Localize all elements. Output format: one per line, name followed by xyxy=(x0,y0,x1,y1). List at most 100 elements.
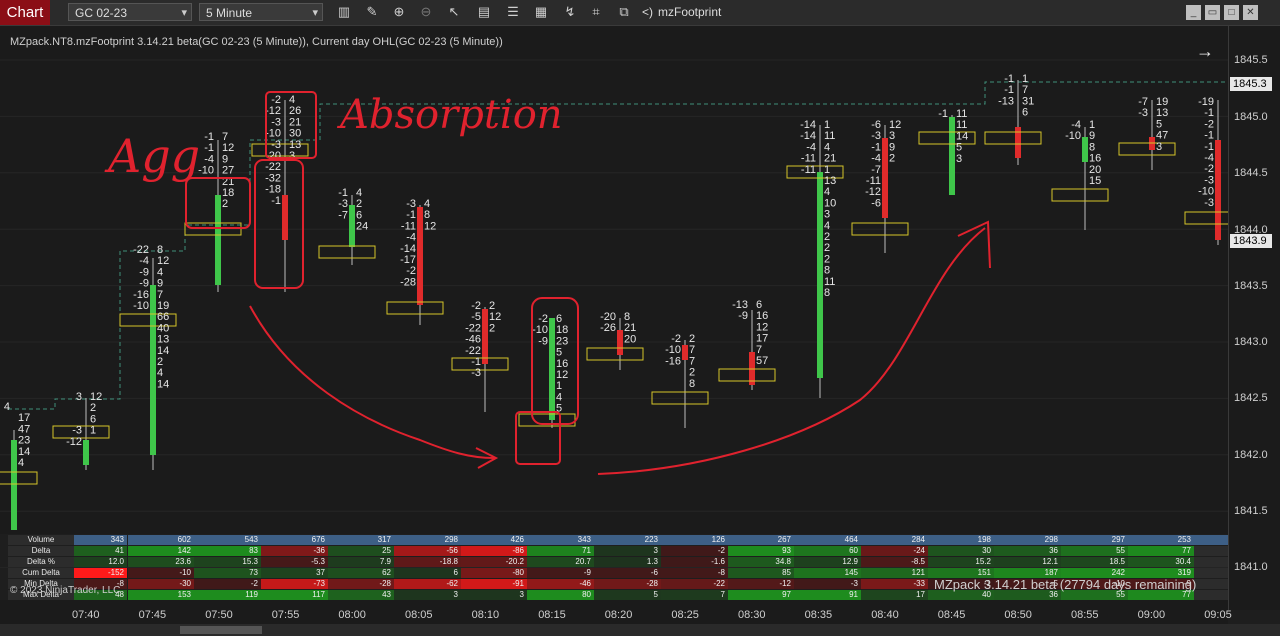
ask-volume: 1 xyxy=(824,119,830,131)
bid-volume: -4 xyxy=(1071,119,1081,131)
stats-cell: -6 xyxy=(594,568,661,578)
interval-value: 5 Minute xyxy=(206,6,253,20)
annotation-box xyxy=(185,177,251,229)
indicators-icon[interactable]: ⌗ xyxy=(592,4,600,19)
ask-volume: 3 xyxy=(289,150,295,162)
bid-volume: -22 xyxy=(265,161,281,173)
ask-volume: 57 xyxy=(756,355,768,367)
stats-cell: 60 xyxy=(794,546,861,556)
stats-cell: 284 xyxy=(861,535,928,545)
ask-volume: 5 xyxy=(956,142,962,154)
ask-volume: 12 xyxy=(222,142,234,154)
ask-volume: 21 xyxy=(824,153,836,165)
minimize-button[interactable]: _ xyxy=(1186,5,1201,20)
bid-volume: -1 xyxy=(406,209,416,221)
horizontal-scrollbar[interactable] xyxy=(0,624,1280,636)
ask-volume: 7 xyxy=(222,131,228,143)
bid-volume: -2 xyxy=(1204,163,1214,175)
time-tick: 08:40 xyxy=(871,609,899,621)
bid-volume: -4 xyxy=(871,153,881,165)
candle-body xyxy=(682,345,688,360)
bid-volume: -1 xyxy=(204,131,214,143)
ask-volume: 5 xyxy=(556,403,562,415)
right-arrow-icon[interactable]: → xyxy=(1196,41,1214,61)
annotation-arrow xyxy=(597,227,986,475)
bid-volume: -4 xyxy=(406,232,416,244)
strategies-icon[interactable]: ▦ xyxy=(534,4,548,19)
ask-volume: 7 xyxy=(157,289,163,301)
stats-cell: 25 xyxy=(328,546,394,556)
time-tick: 08:15 xyxy=(538,609,566,621)
candle-body xyxy=(617,330,623,355)
stats-cell: -10 xyxy=(1061,579,1128,589)
copy-icon[interactable]: ⧉ xyxy=(619,4,629,19)
chart-tab[interactable]: Chart xyxy=(0,0,50,25)
candle-body xyxy=(215,195,221,285)
stats-cell: 543 xyxy=(194,535,261,545)
stats-cell: 119 xyxy=(194,590,261,600)
maximize-button[interactable]: □ xyxy=(1224,5,1239,20)
draw-tool-icon[interactable]: ✎ xyxy=(366,4,378,19)
interval-select[interactable]: 5 Minute ▾ xyxy=(199,3,323,21)
stats-cell: -10 xyxy=(128,568,194,578)
stats-cell: 319 xyxy=(1128,568,1194,578)
candle-body xyxy=(949,117,955,195)
restore-button[interactable]: ▭ xyxy=(1205,5,1220,20)
bid-volume: -32 xyxy=(265,172,281,184)
ask-volume: 16 xyxy=(756,310,768,322)
zoom-in-icon[interactable]: ⊕ xyxy=(393,4,405,19)
bid-volume: -2 xyxy=(538,313,548,325)
bid-volume: -3 xyxy=(871,130,881,142)
time-tick: 07:40 xyxy=(72,609,100,621)
stats-cell: -86 xyxy=(461,546,527,556)
stats-cell: 676 xyxy=(261,535,328,545)
zoom-out-icon[interactable]: ⊖ xyxy=(420,4,432,19)
ask-volume: 11 xyxy=(956,108,967,120)
properties-icon[interactable]: ☰ xyxy=(507,4,519,19)
chart-panel[interactable] xyxy=(0,26,1228,534)
stats-cell: 20.7 xyxy=(527,557,594,567)
scrollbar-thumb[interactable] xyxy=(180,626,262,634)
price-axis[interactable] xyxy=(1228,26,1280,610)
stats-row-label: Min Delta xyxy=(8,579,74,589)
poc-box xyxy=(119,313,177,327)
bar-type-icon[interactable]: ▥ xyxy=(337,4,351,19)
templates-icon[interactable]: ↯ xyxy=(564,4,576,19)
stats-cell: -46 xyxy=(527,579,594,589)
stats-cell: -2 xyxy=(194,579,261,589)
left-arrow-icon[interactable]: <) xyxy=(642,5,654,19)
stats-cell: 253 xyxy=(1128,535,1194,545)
candle-body xyxy=(817,172,823,378)
ask-volume: 4 xyxy=(18,457,24,469)
ask-volume: 4 xyxy=(157,266,163,278)
stats-cell: -12 xyxy=(728,579,794,589)
bid-volume: -12 xyxy=(66,436,82,448)
data-box-icon[interactable]: ▤ xyxy=(477,4,491,19)
ask-volume: 8 xyxy=(824,265,830,277)
time-axis[interactable] xyxy=(0,600,1228,624)
ask-volume: 3 xyxy=(889,130,895,142)
stats-cell: -56 xyxy=(394,546,461,556)
ask-volume: 2 xyxy=(824,242,830,254)
ask-volume: 12 xyxy=(489,311,501,323)
ask-volume: 13 xyxy=(289,139,301,151)
stats-row: Cum Delta -152 -10 73 37 62 6 -80 -9 -6 -8 85 145 121… xyxy=(8,568,1228,578)
stats-cell: 97 xyxy=(728,590,794,600)
stats-cell: -28 xyxy=(594,579,661,589)
candle-body xyxy=(1015,127,1021,158)
instrument-select[interactable]: GC 02-23 ▾ xyxy=(68,3,192,21)
stats-cell: 80 xyxy=(527,590,594,600)
ask-volume: 4 xyxy=(356,187,362,199)
poc-box xyxy=(786,165,844,179)
ask-volume: 8 xyxy=(1089,141,1095,153)
ask-volume: 4 xyxy=(556,391,562,403)
price-tick: 1841.0 xyxy=(1234,561,1268,573)
pointer-icon[interactable]: ↖ xyxy=(448,4,460,19)
stats-cell: 242 xyxy=(1061,568,1128,578)
stats-cell: 464 xyxy=(794,535,861,545)
ask-volume: 1 xyxy=(1022,73,1028,85)
stats-cell: -80 xyxy=(461,568,527,578)
close-button[interactable]: ✕ xyxy=(1243,5,1258,20)
bid-volume: -13 xyxy=(732,299,748,311)
poc-box xyxy=(0,471,38,485)
